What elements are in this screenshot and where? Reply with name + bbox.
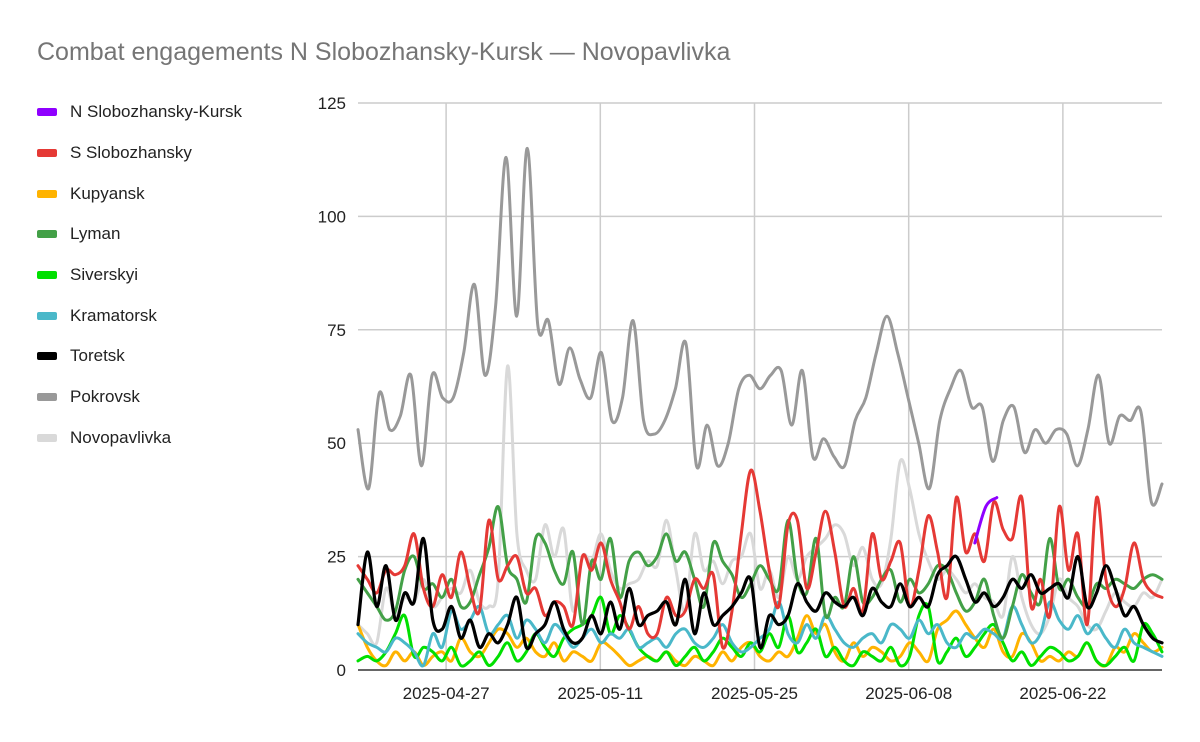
- x-tick-label: 2025-05-25: [711, 684, 798, 703]
- legend-swatch: [37, 433, 57, 442]
- x-tick-label: 2025-06-08: [865, 684, 952, 703]
- y-tick-label: 125: [318, 94, 346, 113]
- y-tick-label: 75: [327, 321, 346, 340]
- legend-label: Pokrovsk: [70, 387, 140, 407]
- legend-swatch: [37, 149, 57, 158]
- series-line-novopavlivka: [356, 364, 1164, 647]
- legend-swatch: [37, 352, 57, 361]
- legend-label: Novopavlivka: [70, 427, 172, 447]
- legend-label: Kramatorsk: [70, 305, 157, 325]
- legend-item: Kramatorsk: [37, 295, 242, 336]
- legend-swatch: [37, 108, 57, 117]
- series-line-lyman: [356, 505, 1164, 640]
- legend-item: Lyman: [37, 214, 242, 255]
- axes: 0 25 50 75 100 125 2025-04-27 2025-05-11 2025-05…: [318, 94, 1162, 703]
- legend-swatch: [37, 271, 57, 280]
- legend-label: Lyman: [70, 224, 121, 244]
- series-line-s-slobozhansky: [356, 468, 1164, 650]
- y-tick-label: 100: [318, 207, 346, 226]
- series-line-pokrovsk: [356, 146, 1164, 507]
- series-line-siverskyi: [356, 595, 1164, 668]
- legend-item: Kupyansk: [37, 173, 242, 214]
- legend-swatch: [37, 230, 57, 239]
- y-tick-label: 25: [327, 548, 346, 567]
- legend-label: Toretsk: [70, 346, 125, 366]
- y-tick-label: 0: [337, 661, 346, 680]
- legend-item: S Slobozhansky: [37, 133, 242, 174]
- series-line-toretsk: [356, 536, 1164, 651]
- legend-item: Novopavlivka: [37, 418, 242, 459]
- legend: N Slobozhansky-Kursk S Slobozhansky Kupyan…: [37, 92, 242, 458]
- legend-label: N Slobozhansky-Kursk: [70, 102, 242, 122]
- x-tick-label: 2025-05-11: [557, 684, 643, 703]
- x-tick-label: 2025-04-27: [403, 684, 490, 703]
- legend-label: Siverskyi: [70, 265, 139, 285]
- legend-item: N Slobozhansky-Kursk: [37, 92, 242, 133]
- series-line-n-slobozhansky-kursk: [973, 496, 999, 545]
- legend-item: Pokrovsk: [37, 377, 242, 418]
- legend-swatch: [37, 393, 57, 402]
- x-tick-label: 2025-06-22: [1019, 684, 1106, 703]
- chart-title: Combat engagements N Slobozhansky-Kursk …: [37, 38, 731, 66]
- series-lines: [356, 146, 1164, 668]
- y-tick-label: 50: [327, 434, 346, 453]
- legend-label: S Slobozhansky: [70, 143, 192, 163]
- legend-swatch: [37, 189, 57, 198]
- legend-item: Toretsk: [37, 336, 242, 377]
- legend-swatch: [37, 311, 57, 320]
- legend-label: Kupyansk: [70, 183, 145, 203]
- legend-item: Siverskyi: [37, 255, 242, 296]
